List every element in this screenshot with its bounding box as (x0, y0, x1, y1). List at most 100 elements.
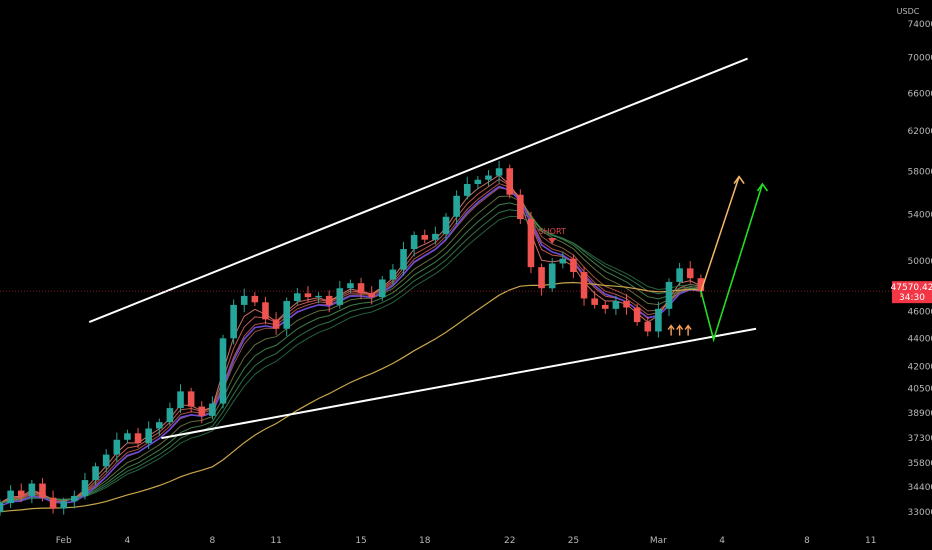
candle-body (612, 301, 620, 309)
candle-body (71, 495, 78, 502)
x-tick-label: 8 (210, 536, 216, 546)
y-tick-label: 44000.00 (908, 334, 932, 344)
x-tick-label: 8 (804, 536, 810, 546)
candle-body (347, 283, 354, 289)
candle-body (601, 304, 609, 309)
y-tick-label: 74000.00 (908, 20, 932, 30)
candle-body (368, 293, 375, 298)
candle-body (325, 295, 333, 305)
candle-body (389, 269, 397, 280)
candle-body (442, 216, 450, 234)
ema-ribbon-line (0, 195, 701, 504)
candle-body (686, 268, 694, 279)
last-price-value: 47570.42 (891, 283, 932, 293)
candle-body (124, 433, 131, 440)
candle-body (432, 233, 439, 240)
candle-body (28, 483, 36, 496)
candle-body (177, 391, 184, 409)
candle-body (283, 301, 291, 329)
candle-body (17, 490, 25, 496)
candle-body (251, 295, 259, 303)
x-tick-label: 15 (355, 536, 366, 546)
projection-green-path (700, 183, 764, 343)
up-arrow-head (676, 324, 684, 330)
x-tick-label: 25 (568, 536, 579, 546)
candle-body (421, 235, 429, 240)
short-signal-marker (548, 238, 557, 245)
arrow-head-green (756, 182, 769, 192)
ema-ribbon-line (0, 209, 701, 504)
candle-body (219, 338, 227, 404)
last-price-box (892, 281, 932, 304)
upper-channel-line (88, 57, 748, 323)
candle-body (495, 168, 503, 176)
candle-body (676, 268, 683, 282)
candle-body (665, 281, 673, 309)
x-tick-label: 22 (504, 536, 515, 546)
candle-body (0, 503, 4, 513)
candle-body (315, 295, 322, 298)
candle-body (134, 433, 142, 444)
y-tick-label: 70000.00 (908, 54, 932, 64)
x-tick-label: 4 (719, 536, 725, 546)
up-arrow-head (684, 324, 692, 330)
candle-body (155, 422, 163, 429)
projection-orange-path (700, 176, 740, 293)
x-tick-label: 4 (125, 536, 131, 546)
time-axis[interactable]: Feb 4 8 11 15 18 22 25 Mar 4 8 11 (56, 536, 877, 546)
ema-ribbon-line (0, 178, 702, 504)
x-tick-label: 18 (419, 536, 431, 546)
candle-body (198, 406, 206, 416)
candle-body (230, 304, 237, 339)
candle-body (240, 295, 248, 305)
candle-body (81, 480, 89, 496)
quote-currency-label: USDC (897, 7, 920, 16)
candle-body (644, 322, 652, 332)
candle-body (262, 302, 269, 320)
ema-ribbon-line (0, 174, 702, 504)
candle-body (655, 308, 662, 332)
candle-body (272, 319, 280, 329)
candle-body (474, 179, 482, 184)
price-axis[interactable]: 74000.00 70000.00 66000.00 62000.00 58000.00… (908, 20, 932, 518)
y-tick-label: 37300.00 (908, 434, 932, 444)
x-tick-label: Feb (56, 536, 72, 546)
candle-body (166, 408, 174, 423)
x-tick-label: 11 (270, 536, 281, 546)
candle-body (357, 283, 365, 294)
candle-body (633, 307, 641, 323)
candle-body (113, 439, 121, 455)
candle-body (463, 183, 471, 196)
candle-body (336, 288, 344, 305)
candle-body (527, 219, 535, 268)
candle-body (580, 272, 588, 299)
candle-body (60, 501, 68, 509)
candle-body (623, 301, 630, 308)
candle-body (49, 497, 57, 509)
candle-body (145, 428, 152, 444)
up-arrow-head (667, 324, 675, 330)
candle-body (517, 194, 524, 220)
y-tick-label: 40500.00 (908, 384, 932, 394)
candle-body (453, 195, 460, 217)
candle-body (102, 454, 110, 467)
y-tick-label: 42000.00 (908, 362, 932, 372)
candle-body (591, 298, 598, 305)
candle-body (559, 258, 567, 264)
trendline-drawings[interactable]: SHORT (88, 57, 769, 440)
candle-body (410, 235, 418, 250)
x-tick-label: 11 (865, 536, 876, 546)
ema-ribbon-line (0, 215, 701, 504)
y-tick-label: 66000.00 (908, 89, 932, 99)
lower-channel-line (161, 327, 757, 440)
candle-body (506, 168, 514, 195)
y-tick-label: 38900.00 (908, 409, 932, 419)
candle-body (570, 258, 577, 273)
y-tick-label: 34400.00 (908, 483, 932, 493)
candle-body (294, 293, 301, 302)
short-signal-label: SHORT (539, 227, 566, 236)
ema-ribbon (0, 174, 702, 504)
y-tick-label: 50000.00 (908, 257, 932, 267)
